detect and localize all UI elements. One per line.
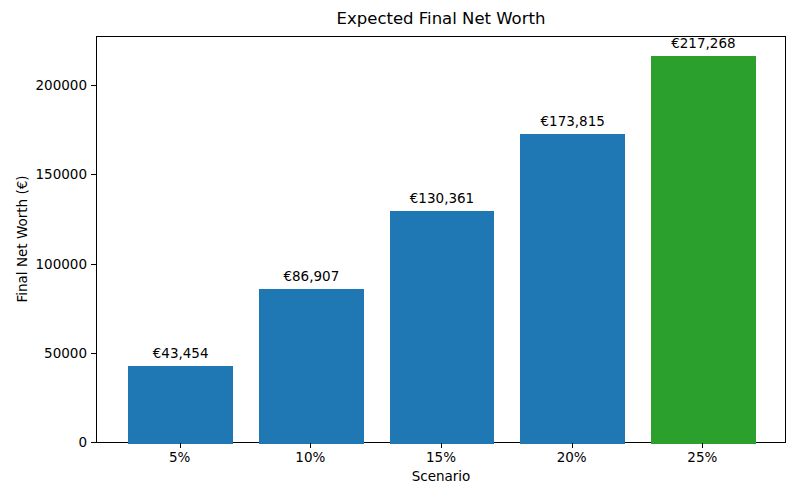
y-tick-150000 — [91, 174, 96, 175]
x-tick-25% — [702, 443, 703, 448]
x-tick-5% — [180, 443, 181, 448]
bar-chart: Expected Final Net Worth €43,454€86,907€… — [0, 0, 800, 500]
x-tick-20% — [572, 443, 573, 448]
chart-title: Expected Final Net Worth — [337, 9, 546, 28]
plot-area: €43,454 €86,907 €130,361 €173,815 €217,268 — [96, 36, 786, 443]
bar-20% — [520, 134, 625, 444]
bar-value-label-15%: €130,361 — [382, 190, 502, 207]
x-tick-15% — [441, 443, 442, 448]
bar-value-label-5%: €43,454 — [121, 345, 241, 362]
bar-5% — [128, 366, 233, 444]
x-tick-label-5%: 5% — [140, 449, 220, 466]
y-tick-label-200000: 200000 — [0, 77, 87, 94]
bar-15% — [390, 211, 495, 444]
bar-value-label-20%: €173,815 — [513, 113, 633, 130]
y-tick-50000 — [91, 353, 96, 354]
bar-value-label-25%: €217,268 — [643, 35, 763, 52]
bar-value-label-10%: €86,907 — [251, 268, 371, 285]
x-tick-label-15%: 15% — [401, 449, 481, 466]
y-tick-label-150000: 150000 — [0, 166, 87, 183]
bar-25% — [651, 56, 756, 444]
y-tick-0 — [91, 442, 96, 443]
y-tick-label-50000: 50000 — [0, 345, 87, 362]
x-tick-label-10%: 10% — [270, 449, 350, 466]
y-tick-label-100000: 100000 — [0, 256, 87, 273]
x-tick-label-20%: 20% — [532, 449, 612, 466]
x-tick-label-25%: 25% — [662, 449, 742, 466]
x-axis-label: Scenario — [412, 468, 471, 484]
y-axis-label: Final Net Worth (€) — [14, 175, 30, 302]
y-tick-200000 — [91, 85, 96, 86]
y-tick-label-0: 0 — [0, 434, 87, 451]
bar-10% — [259, 289, 364, 444]
y-tick-100000 — [91, 264, 96, 265]
x-tick-10% — [310, 443, 311, 448]
